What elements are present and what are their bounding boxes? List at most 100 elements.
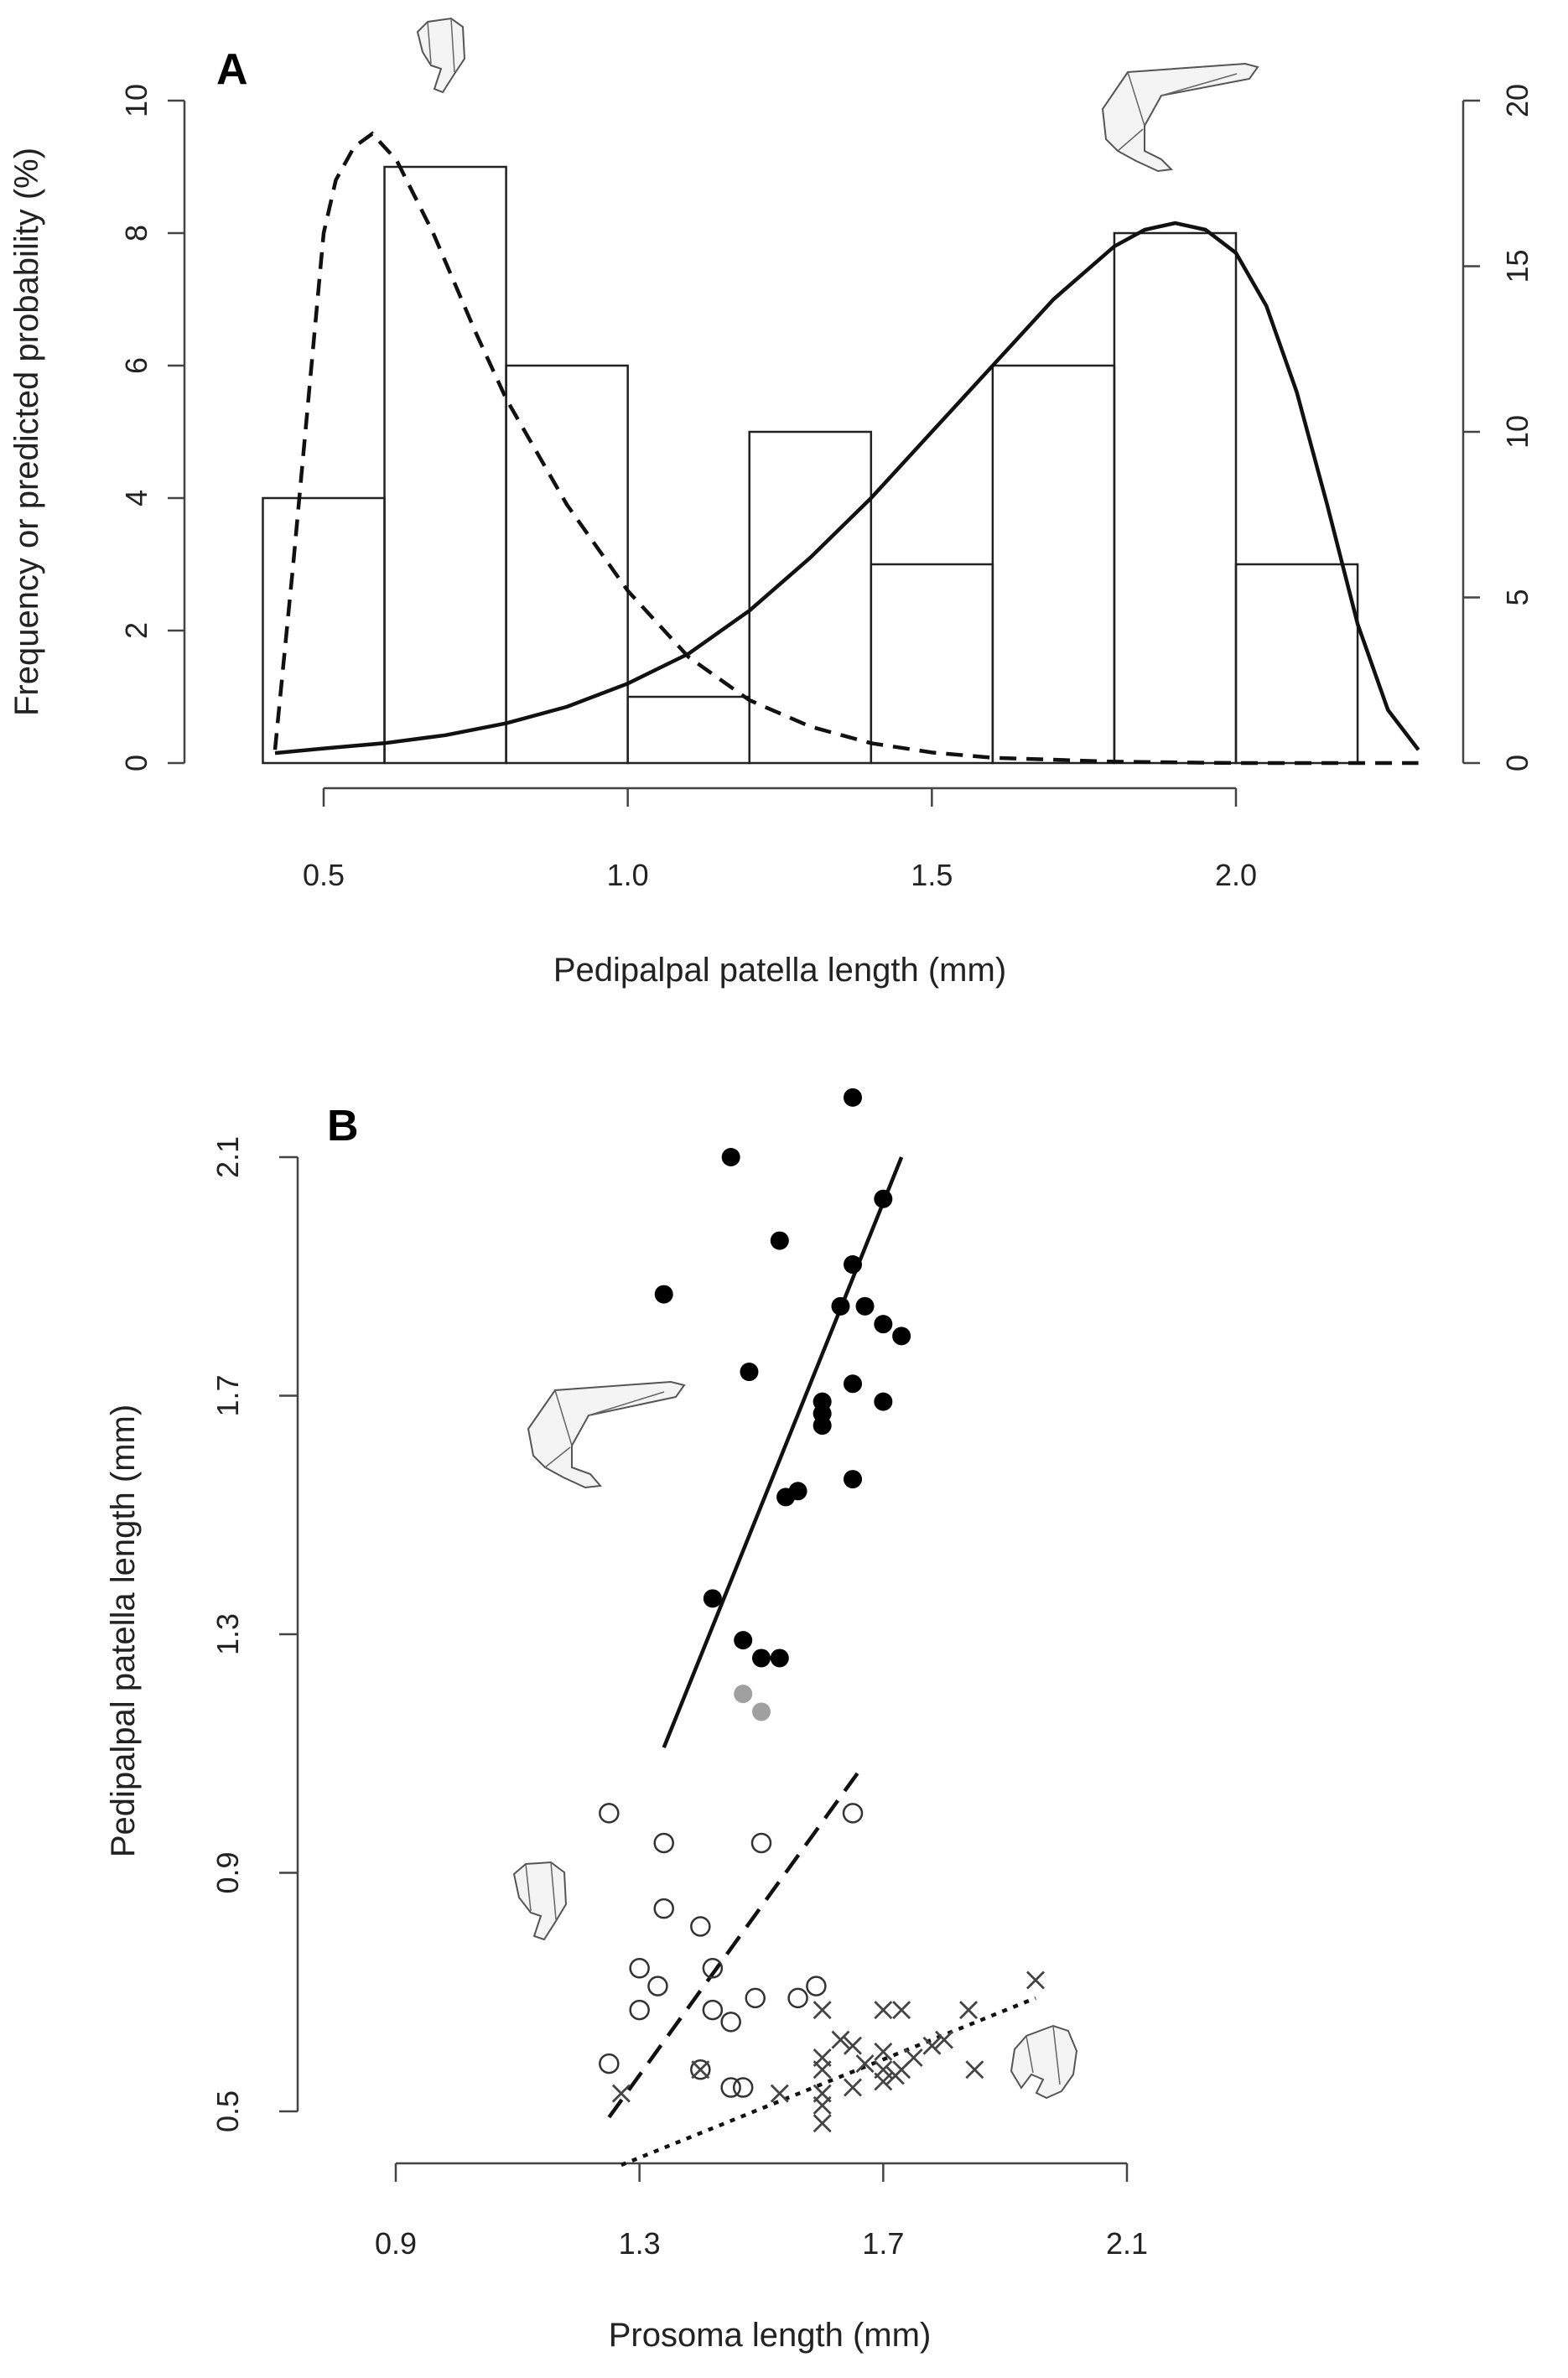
panel-b-x-axis-title: Prosoma length (mm) xyxy=(609,2317,932,2354)
histogram-bar xyxy=(871,564,993,763)
y-right-tick-label: 10 xyxy=(1500,415,1534,449)
y-right-tick-label: 5 xyxy=(1500,589,1534,605)
point-open xyxy=(600,2054,618,2073)
point-filled xyxy=(844,1088,862,1107)
panel-a-curves xyxy=(275,134,1419,764)
x-tick-label: 1.5 xyxy=(911,858,953,892)
y-tick-label: 0 xyxy=(119,755,153,771)
point-filled xyxy=(704,1589,722,1607)
point-filled xyxy=(892,1327,911,1345)
point-filled xyxy=(844,1374,862,1393)
point-cross xyxy=(857,2055,874,2072)
histogram-bar xyxy=(262,498,384,763)
point-cross xyxy=(814,2061,831,2078)
point-open xyxy=(734,2079,752,2097)
panel-a-left-ticks: 0 2 4 6 8 10 xyxy=(119,84,184,771)
point-filled xyxy=(813,1416,832,1435)
palp-icon-small-curled xyxy=(1011,2026,1077,2098)
point-filled xyxy=(874,1393,892,1411)
y-tick-label: 4 xyxy=(119,490,153,506)
point-open xyxy=(655,1834,673,1852)
panel-a-label: A xyxy=(216,45,248,94)
panel-a-x-axis-title: Pedipalpal patella length (mm) xyxy=(553,952,1006,989)
palp-icon-large-elongated xyxy=(1103,64,1258,171)
point-cross xyxy=(814,2115,831,2131)
y-right-tick-label: 20 xyxy=(1500,84,1534,117)
panel-b-points xyxy=(600,1088,1044,2131)
x-tick-label: 0.9 xyxy=(375,2226,417,2261)
point-cross xyxy=(814,2097,831,2114)
histogram-bar xyxy=(385,167,506,763)
point-open xyxy=(807,1977,825,1996)
point-open xyxy=(752,1834,771,1852)
point-cross xyxy=(875,2002,891,2018)
y-tick-label: 6 xyxy=(119,357,153,374)
point-open xyxy=(600,1804,618,1822)
y-tick-label: 10 xyxy=(119,84,153,117)
point-open xyxy=(631,1959,649,1977)
point-filled xyxy=(655,1285,673,1304)
point-filled xyxy=(874,1190,892,1208)
panel-b-label: B xyxy=(327,1102,359,1150)
point-cross xyxy=(893,2002,910,2018)
x-tick-label: 2.1 xyxy=(1106,2226,1148,2261)
histogram-bar xyxy=(993,366,1114,763)
point-filled xyxy=(752,1649,771,1667)
point-filled xyxy=(771,1649,789,1667)
panel-a-histogram: A 0 2 4 6 8 10 0 5 10 15 20 0.5 1.0 1.5 2.0 Pedipalp… xyxy=(8,18,1534,989)
palp-icon-small-curled xyxy=(514,1862,566,1939)
point-cross xyxy=(1027,1972,1044,1989)
y-tick-label: 0.9 xyxy=(210,1851,245,1893)
point-filled xyxy=(844,1255,862,1274)
point-open xyxy=(655,1899,673,1918)
x-tick-label: 2.0 xyxy=(1215,858,1257,892)
regression-line-dotted xyxy=(621,1998,1036,2165)
point-filled xyxy=(771,1232,789,1250)
point-filled xyxy=(740,1363,758,1381)
x-tick-label: 1.7 xyxy=(862,2226,904,2261)
panel-b-y-ticks: 0.5 0.9 1.3 1.7 2.1 xyxy=(210,1136,298,2132)
y-right-tick-label: 0 xyxy=(1500,755,1534,771)
palp-icon-large-elongated xyxy=(528,1382,684,1488)
point-open xyxy=(648,1977,667,1996)
y-right-tick-label: 15 xyxy=(1500,249,1534,283)
panel-a-bars xyxy=(262,167,1358,763)
point-cross xyxy=(844,2079,861,2096)
point-cross xyxy=(960,2002,977,2018)
histogram-bar xyxy=(750,432,871,763)
y-tick-label: 8 xyxy=(119,225,153,241)
panel-a-x-ticks: 0.5 1.0 1.5 2.0 xyxy=(303,788,1257,892)
x-tick-label: 1.3 xyxy=(619,2226,661,2261)
point-filled xyxy=(844,1470,862,1488)
point-filled xyxy=(722,1148,740,1166)
point-filled xyxy=(776,1488,795,1506)
point-cross xyxy=(966,2061,983,2078)
y-tick-label: 2.1 xyxy=(210,1136,245,1178)
panel-b-x-ticks: 0.9 1.3 1.7 2.1 xyxy=(375,2163,1148,2261)
point-filled xyxy=(856,1297,875,1316)
palp-icon-small-open xyxy=(418,18,465,92)
point-cross xyxy=(906,2049,922,2066)
histogram-bar xyxy=(1114,233,1236,763)
point-grey xyxy=(734,1685,752,1703)
point-cross xyxy=(814,2002,831,2018)
regression-line-dashed xyxy=(609,1772,859,2118)
point-open xyxy=(631,2001,649,2019)
panel-b-y-axis-title: Pedipalpal patella length (mm) xyxy=(105,1404,142,1857)
x-tick-label: 0.5 xyxy=(303,858,345,892)
point-open xyxy=(746,1989,765,2007)
x-tick-label: 1.0 xyxy=(607,858,649,892)
point-filled xyxy=(874,1315,892,1333)
y-tick-label: 1.3 xyxy=(210,1613,245,1655)
probability-curve-dashed xyxy=(275,134,1419,764)
point-cross xyxy=(771,2085,788,2102)
point-open xyxy=(844,1804,862,1822)
point-open xyxy=(789,1989,807,2007)
y-tick-label: 1.7 xyxy=(210,1374,245,1416)
probability-curve-solid xyxy=(275,223,1419,753)
point-open xyxy=(691,1918,709,1936)
point-open xyxy=(722,2012,740,2031)
panel-b-scatter: B 0.5 0.9 1.3 1.7 2.1 0.9 1.3 1.7 2.1 Prosoma l… xyxy=(105,1088,1148,2354)
point-cross xyxy=(692,2061,709,2078)
